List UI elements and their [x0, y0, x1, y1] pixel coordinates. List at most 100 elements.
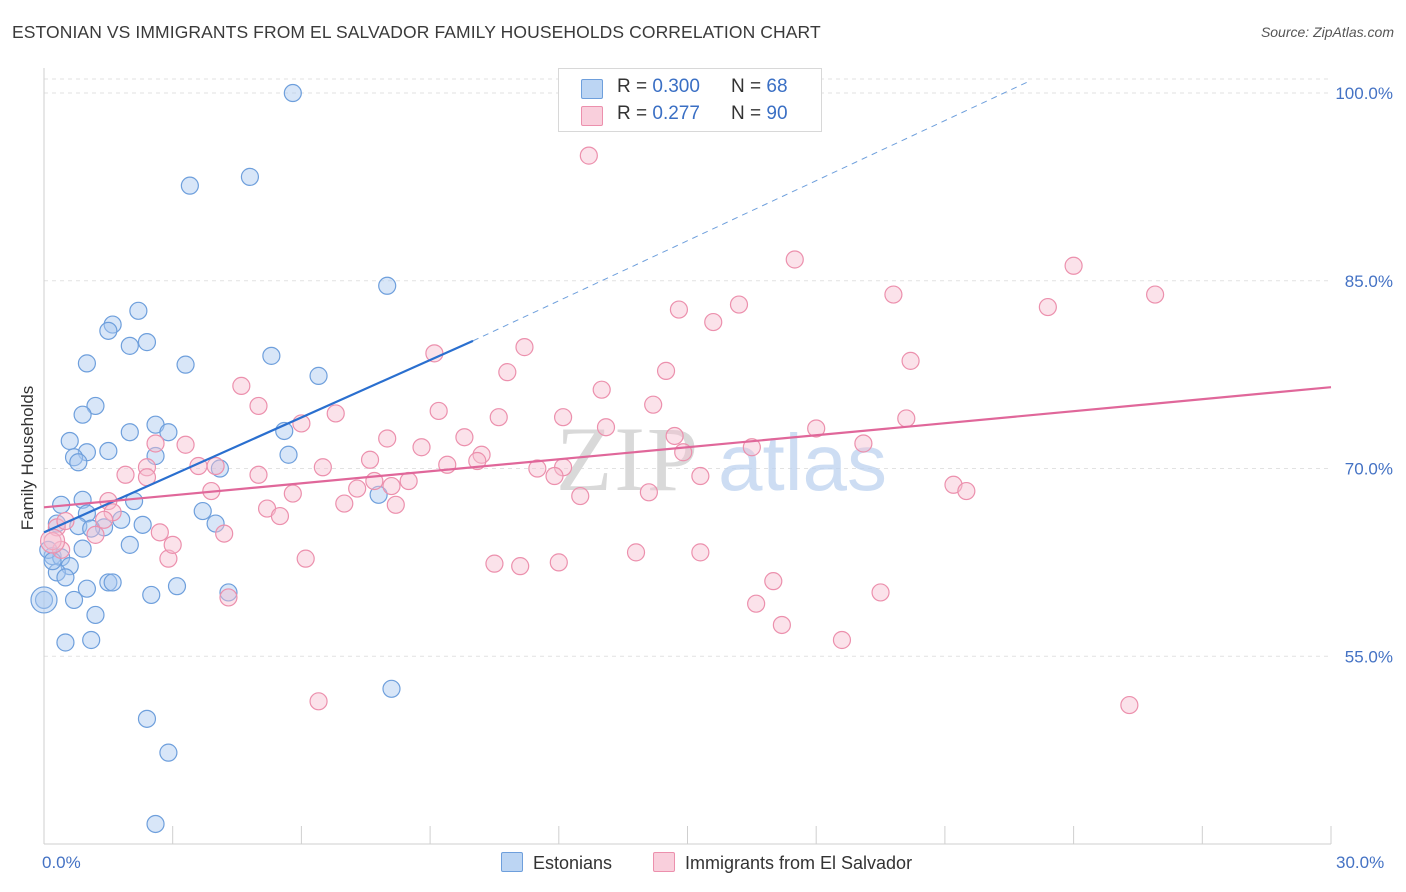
chart-source: Source: ZipAtlas.com [1260, 24, 1394, 40]
legend-r-label: R = [617, 76, 648, 97]
data-point [489, 408, 508, 427]
legend-r-el-salvador: R = 0.277 [617, 103, 700, 125]
legend-n-label: N = [731, 103, 762, 124]
data-point [99, 321, 118, 340]
data-point [429, 401, 448, 421]
data-point [485, 554, 504, 573]
data-point [73, 539, 92, 558]
data-point [69, 453, 88, 472]
data-point [854, 434, 873, 453]
data-point [553, 408, 573, 427]
data-point [639, 483, 658, 502]
watermark-zip: ZIP [556, 408, 700, 510]
data-point [86, 605, 105, 625]
data-point [176, 435, 195, 454]
data-point [137, 709, 157, 728]
data-point [729, 295, 749, 314]
data-point [785, 250, 804, 269]
legend-swatch-blue [581, 79, 603, 99]
data-point [60, 431, 79, 451]
series-swatch-blue [501, 852, 523, 872]
y-tick-label: 70.0% [1345, 460, 1393, 479]
data-point [240, 167, 260, 186]
data-point [596, 418, 616, 437]
x-tick-label-min: 0.0% [42, 853, 81, 872]
data-point [691, 466, 710, 486]
data-point [296, 549, 315, 568]
data-point [871, 583, 890, 602]
data-point [249, 465, 268, 484]
data-point [1038, 297, 1057, 317]
data-point [150, 523, 169, 542]
legend-n-estonians: N = 68 [731, 76, 788, 98]
data-point [116, 465, 135, 484]
data-point [498, 363, 517, 382]
data-point [120, 336, 139, 355]
watermark: ZIP atlas [556, 408, 887, 510]
data-point [34, 590, 54, 610]
data-point [665, 426, 684, 446]
data-point [348, 479, 367, 498]
data-point [120, 423, 139, 442]
legend-n-value: 68 [766, 76, 788, 97]
data-point [309, 692, 328, 711]
stats-legend: R = 0.300 N = 68 R = 0.277 N = 90 [558, 68, 822, 132]
data-point [146, 814, 165, 834]
legend-n-value: 90 [766, 103, 788, 124]
data-point [468, 451, 487, 471]
data-point [56, 633, 75, 652]
data-point [159, 743, 178, 762]
data-point [386, 495, 405, 514]
data-point [56, 568, 75, 587]
data-point [957, 481, 976, 501]
data-point [219, 583, 238, 602]
grid-lines [44, 78, 1331, 657]
trend-line-estonians [43, 339, 474, 534]
data-point [159, 549, 178, 568]
data-point [335, 494, 354, 513]
data-point [133, 515, 152, 534]
data-point [571, 486, 590, 506]
data-point [378, 429, 397, 448]
data-point [120, 535, 139, 554]
y-tick-label: 100.0% [1335, 84, 1393, 103]
y-axis-label: Family Households [18, 385, 37, 531]
data-point [704, 312, 723, 332]
series-legend-label: Immigrants from El Salvador [685, 853, 913, 873]
data-point [832, 630, 852, 650]
legend-r-value: 0.300 [652, 76, 700, 97]
data-point [219, 588, 238, 607]
data-point [378, 276, 397, 295]
y-tick-label: 85.0% [1345, 272, 1393, 291]
data-points [30, 83, 1165, 834]
data-point [39, 540, 58, 559]
data-point [163, 535, 182, 554]
data-point [691, 543, 710, 562]
data-point [326, 404, 345, 423]
data-point [215, 524, 234, 543]
data-point [137, 333, 157, 352]
legend-r-estonians: R = 0.300 [617, 76, 700, 98]
watermark-atlas: atlas [718, 418, 887, 507]
data-point [545, 466, 564, 486]
data-point [279, 445, 298, 464]
data-point [129, 301, 148, 320]
legend-r-value: 0.277 [652, 103, 700, 124]
series-swatch-pink [653, 852, 675, 872]
data-point [64, 590, 84, 610]
data-point [579, 146, 598, 165]
data-point [656, 361, 676, 380]
data-point [86, 396, 105, 416]
data-point [206, 456, 225, 476]
data-point [30, 586, 58, 614]
data-point [747, 594, 766, 613]
data-point [515, 338, 534, 357]
data-point [77, 354, 97, 373]
data-point [77, 579, 97, 598]
data-point [772, 615, 791, 635]
trend-lines [43, 80, 1332, 534]
data-point [309, 366, 328, 385]
data-point [807, 419, 826, 438]
series-legend-el-salvador: Immigrants from El Salvador [653, 852, 912, 874]
data-point [176, 355, 195, 374]
